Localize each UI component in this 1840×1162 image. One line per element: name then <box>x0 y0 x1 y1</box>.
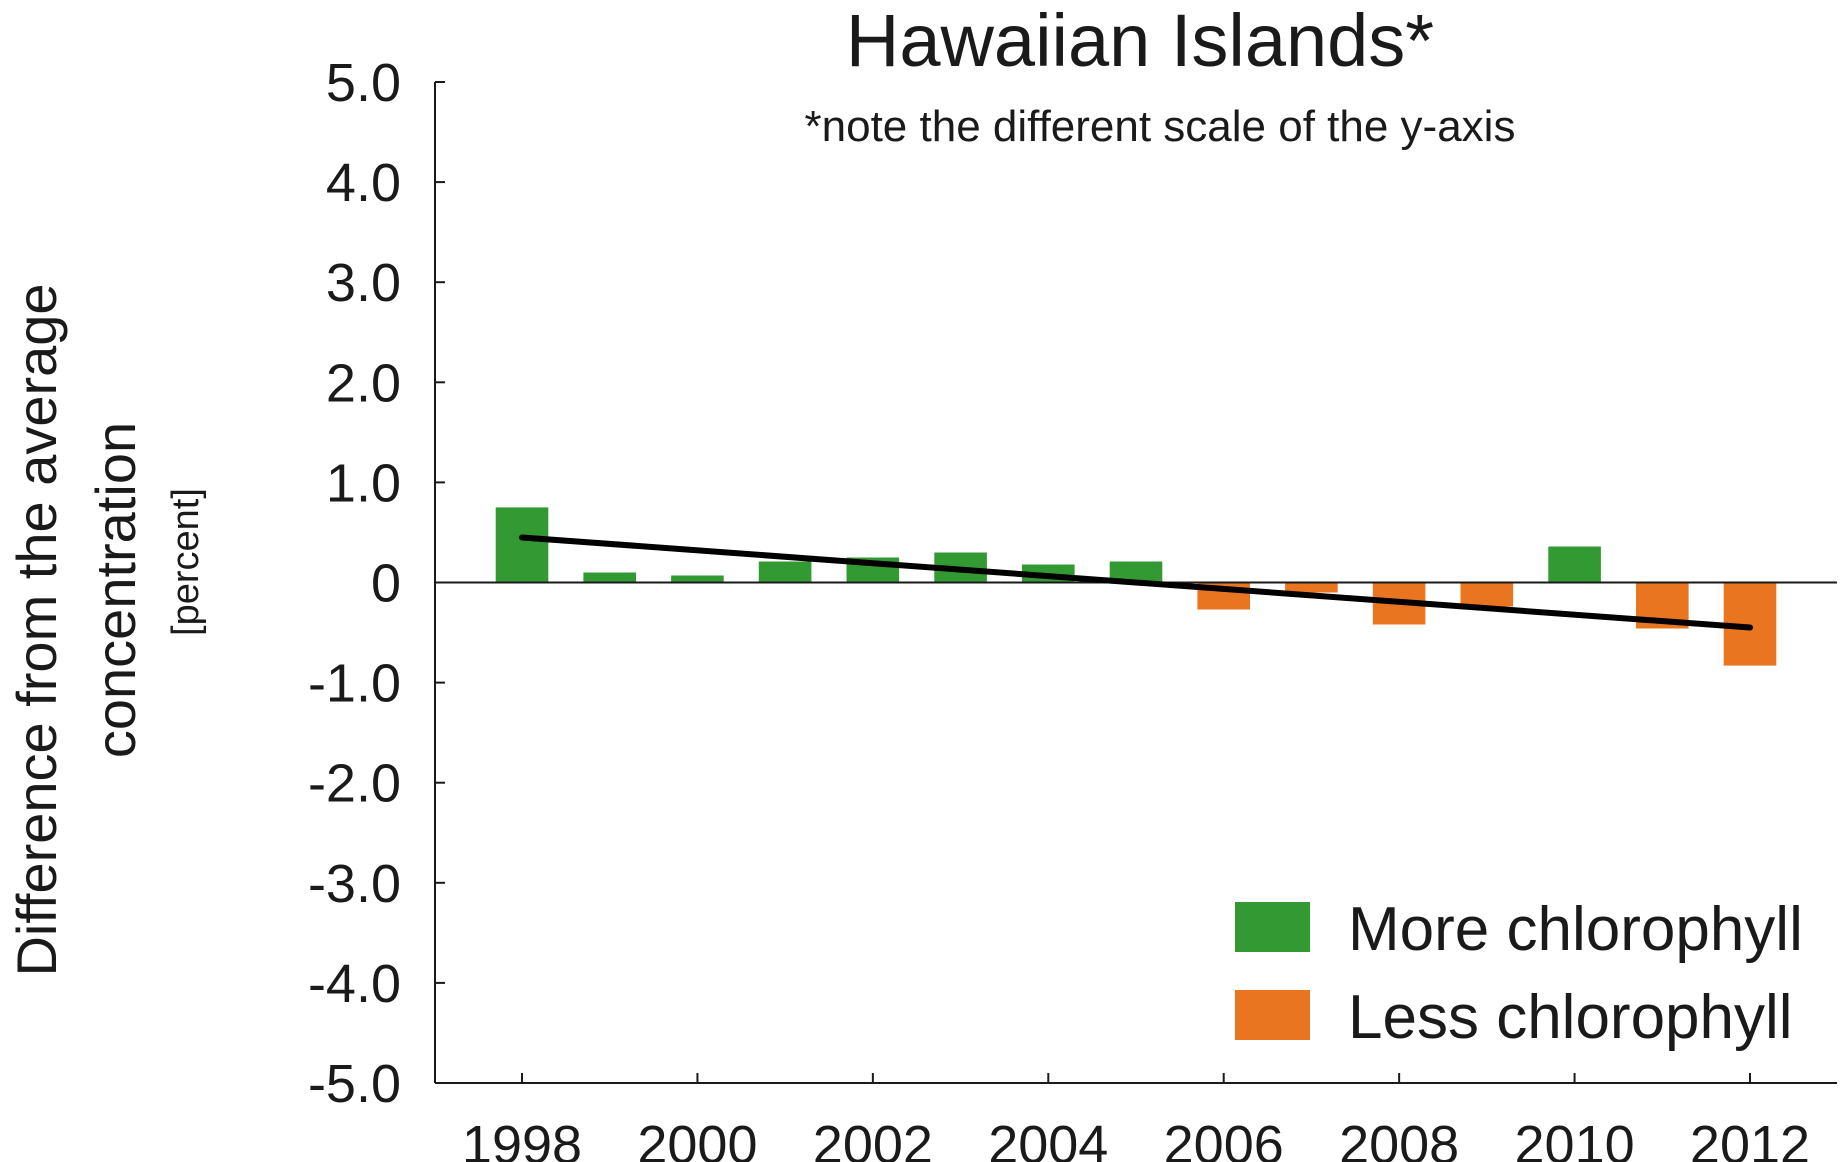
legend: More chlorophyll Less chlorophyll <box>1235 895 1803 1052</box>
x-tick-label: 2008 <box>1339 1115 1459 1162</box>
legend-label-more: More chlorophyll <box>1348 895 1803 964</box>
legend-swatch-more <box>1235 902 1310 952</box>
y-tick-label: -5.0 <box>308 1054 401 1114</box>
bars <box>495 507 1777 666</box>
chart-subtitle: *note the different scale of the y-axis <box>805 102 1516 151</box>
y-axis-label-2: concentration <box>84 422 147 758</box>
bar-2009 <box>1460 582 1514 607</box>
bar-2005 <box>1109 561 1163 583</box>
x-tick-label: 2002 <box>813 1115 933 1162</box>
bar-2000 <box>671 575 724 583</box>
chart-title: Hawaiian Islands* <box>846 0 1434 82</box>
y-tick-label: 4.0 <box>326 153 401 213</box>
bar-1998 <box>495 507 549 583</box>
y-axis-label-line-1: Difference from the average <box>5 283 68 976</box>
trend-line-group <box>519 534 1753 631</box>
legend-label-less: Less chlorophyll <box>1348 983 1793 1052</box>
y-tick-label: 3.0 <box>326 253 401 313</box>
bar-2007 <box>1285 582 1338 593</box>
y-tick-label: -2.0 <box>308 754 401 814</box>
y-tick-label: -3.0 <box>308 854 401 914</box>
x-tick-label: 2006 <box>1164 1115 1284 1162</box>
trend-line <box>519 534 1753 631</box>
y-axis-unit: [percent] <box>165 488 207 636</box>
x-tick-label: 2000 <box>637 1115 757 1162</box>
x-tick-label: 2004 <box>988 1115 1108 1162</box>
y-tick-label: 2.0 <box>326 353 401 413</box>
y-tick-label: -1.0 <box>308 654 401 714</box>
y-axis-label-line-2: concentration <box>84 422 147 758</box>
x-tick-label: 1998 <box>462 1115 582 1162</box>
bar-1999 <box>583 572 636 583</box>
y-axis-label: Difference from the average <box>5 283 68 976</box>
x-tick-label: 2012 <box>1690 1115 1810 1162</box>
y-tick-labels: 5.0 4.0 3.0 2.0 1.0 0 -1.0 -2.0 -3.0 -4.0 -5.0 <box>308 53 401 1114</box>
y-tick-label: 0 <box>371 554 401 614</box>
y-tick-label: 1.0 <box>326 453 401 513</box>
y-axis-unit-text: [percent] <box>165 488 207 636</box>
y-tick-label: 5.0 <box>326 53 401 113</box>
x-tick-label: 2010 <box>1515 1115 1635 1162</box>
bar-2001 <box>758 561 812 583</box>
y-tick-label: -4.0 <box>308 954 401 1014</box>
legend-swatch-less <box>1235 990 1310 1040</box>
x-tick-labels: 1998 2000 2002 2004 2006 2008 2010 2012 <box>462 1115 1810 1162</box>
bar-2010 <box>1548 546 1601 583</box>
